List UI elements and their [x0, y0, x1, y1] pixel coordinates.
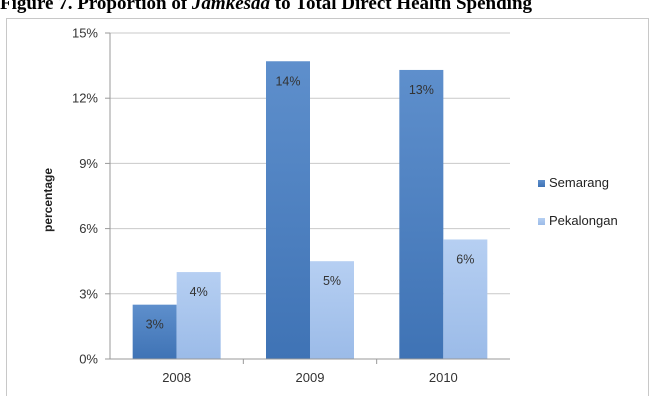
data-label: 13% — [409, 83, 434, 97]
bar-pekalongan-2009 — [310, 261, 354, 359]
data-label: 3% — [146, 318, 164, 332]
bar-semarang-2010 — [399, 69, 444, 360]
y-tick-label: 3% — [79, 286, 98, 301]
x-tick-label: 2009 — [296, 370, 325, 385]
data-labels: 3% 4% 14% 5% 13% 6% — [146, 74, 475, 331]
legend-swatch-pekalongan — [538, 218, 545, 225]
bar-pekalongan-2008 — [176, 272, 221, 359]
data-label: 4% — [190, 285, 208, 299]
y-tick-label: 6% — [79, 221, 98, 236]
x-tick-label: 2008 — [162, 370, 191, 385]
figure-title: Figure 7. Proportion of Jamkesda to Tota… — [0, 0, 656, 15]
y-tick-label: 9% — [79, 156, 98, 171]
legend-label-semarang: Semarang — [549, 175, 609, 190]
bar-semarang-2009 — [266, 61, 310, 360]
y-tick-label: 12% — [72, 91, 98, 106]
figure-title-emph: Jamkesda — [191, 0, 271, 14]
axes — [105, 32, 510, 364]
data-label: 6% — [456, 252, 474, 266]
data-label: 5% — [323, 274, 341, 288]
x-tick-labels: 2008 2009 2010 — [162, 370, 458, 385]
y-tick-label: 0% — [79, 352, 98, 367]
y-axis-label: percentage — [41, 168, 55, 232]
data-label: 14% — [275, 74, 300, 88]
figure-title-suffix: to Total Direct Health Spending — [270, 0, 533, 14]
x-tick-label: 2010 — [429, 370, 458, 385]
chart-frame — [6, 18, 649, 396]
figure-title-prefix: Figure 7. Proportion of — [0, 0, 192, 14]
bars — [132, 61, 488, 360]
legend-label-pekalongan: Pekalongan — [549, 213, 618, 228]
bar-pekalongan-2010 — [443, 239, 488, 359]
y-tick-label: 15% — [72, 26, 98, 41]
bar-semarang-2008 — [132, 304, 177, 359]
y-tick-labels: 0% 3% 6% 9% 12% 15% — [72, 26, 98, 367]
legend: Semarang Pekalongan — [538, 175, 618, 228]
legend-swatch-semarang — [538, 180, 545, 187]
